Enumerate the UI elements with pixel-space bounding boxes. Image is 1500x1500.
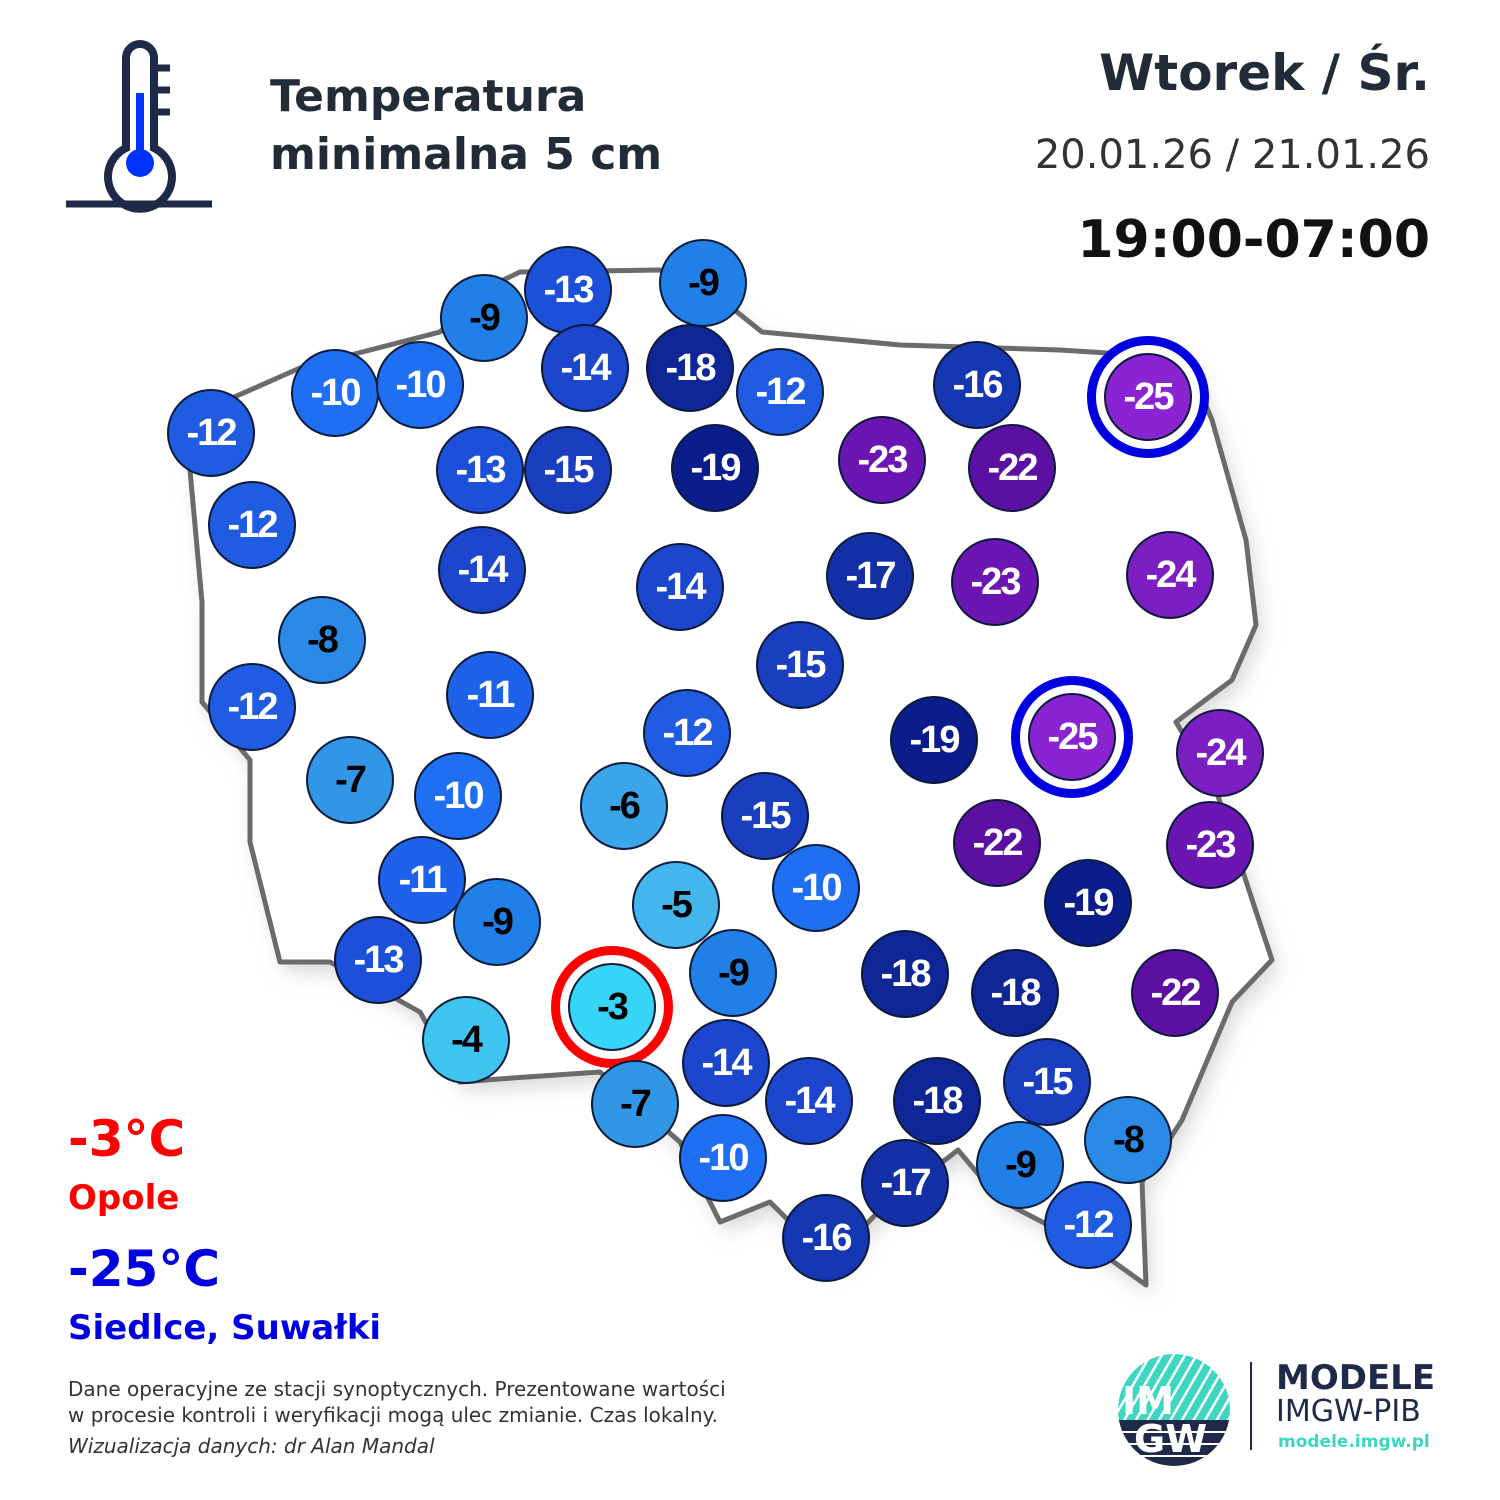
station-marker: -15 [524,426,612,514]
station-marker: -25 [1028,693,1116,781]
station-marker: -14 [682,1019,770,1107]
station-marker: -13 [334,916,422,1004]
station-marker: -14 [438,526,526,614]
brand-org: IMGW-PIB [1276,1394,1421,1429]
title-line1: Temperatura [270,71,587,122]
station-marker: -14 [765,1057,853,1145]
brand-divider [1250,1362,1252,1450]
station-marker: -18 [646,324,734,412]
hours-label: 19:00-07:00 [1077,210,1430,270]
station-marker: -10 [376,341,464,429]
logo-text-bottom: GW [1134,1417,1207,1461]
station-marker: -13 [524,246,612,334]
station-marker: -23 [1166,801,1254,889]
station-marker: -3 [568,963,656,1051]
station-marker: -8 [1084,1096,1172,1184]
station-marker: -11 [378,836,466,924]
thermometer-icon [66,40,212,213]
station-marker: -14 [636,543,724,631]
day-label: Wtorek / Śr. [1099,44,1430,102]
station-marker: -17 [861,1139,949,1227]
station-marker: -13 [436,426,524,514]
station-marker: -10 [291,349,379,437]
station-marker: -8 [278,596,366,684]
station-marker: -10 [414,752,502,840]
station-marker: -17 [826,532,914,620]
station-marker: -12 [643,689,731,777]
station-marker: -12 [736,348,824,436]
station-marker: -12 [208,663,296,751]
logo-text-top: IM [1122,1379,1174,1423]
title-line2: minimalna 5 cm [270,129,663,180]
station-marker: -5 [632,861,720,949]
station-marker: -16 [782,1194,870,1282]
station-marker: -12 [167,389,255,477]
station-marker: -15 [721,772,809,860]
station-marker: -6 [580,762,668,850]
max-temp-value: -3°C [68,1110,186,1168]
max-temp-station: Opole [68,1178,180,1218]
station-marker: -22 [968,424,1056,512]
station-marker: -19 [1044,859,1132,947]
min-temp-station: Siedlce, Suwałki [68,1308,382,1348]
station-marker: -10 [679,1114,767,1202]
station-marker: -10 [772,844,860,932]
min-temp-value: -25°C [68,1240,221,1298]
data-disclaimer: Dane operacyjne ze stacji synoptycznych.… [68,1376,726,1428]
station-marker: -18 [861,930,949,1018]
brand-name: MODELE [1276,1358,1436,1398]
station-marker: -15 [756,621,844,709]
station-marker: -12 [1044,1181,1132,1269]
station-marker: -22 [1131,949,1219,1037]
station-marker: -24 [1176,709,1264,797]
station-marker: -18 [971,949,1059,1037]
station-marker: -9 [659,239,747,327]
disclaimer-line2: w procesie kontroli i weryfikacji mogą u… [68,1403,718,1427]
station-marker: -19 [671,424,759,512]
station-marker: -9 [689,929,777,1017]
station-marker: -4 [422,996,510,1084]
brand-url[interactable]: modele.imgw.pl [1278,1432,1430,1452]
station-marker: -14 [541,324,629,412]
station-marker: -7 [591,1060,679,1148]
station-marker: -11 [446,651,534,739]
station-marker: -25 [1104,353,1192,441]
station-marker: -16 [933,341,1021,429]
station-marker: -22 [953,799,1041,887]
station-marker: -23 [838,416,926,504]
date-label: 20.01.26 / 21.01.26 [1034,132,1430,178]
station-marker: -15 [1003,1038,1091,1126]
station-marker: -19 [890,696,978,784]
credit: Wizualizacja danych: dr Alan Mandal [68,1434,435,1458]
station-marker: -24 [1126,531,1214,619]
station-marker: -9 [440,274,528,362]
station-marker: -12 [208,481,296,569]
map-title: Temperatura minimalna 5 cm [270,68,662,184]
station-marker: -18 [893,1057,981,1145]
station-marker: -7 [306,736,394,824]
disclaimer-line1: Dane operacyjne ze stacji synoptycznych.… [68,1377,726,1401]
station-marker: -23 [951,538,1039,626]
imgw-logo: IM GW [1118,1354,1230,1466]
station-marker: -9 [976,1121,1064,1209]
station-marker: -9 [453,878,541,966]
